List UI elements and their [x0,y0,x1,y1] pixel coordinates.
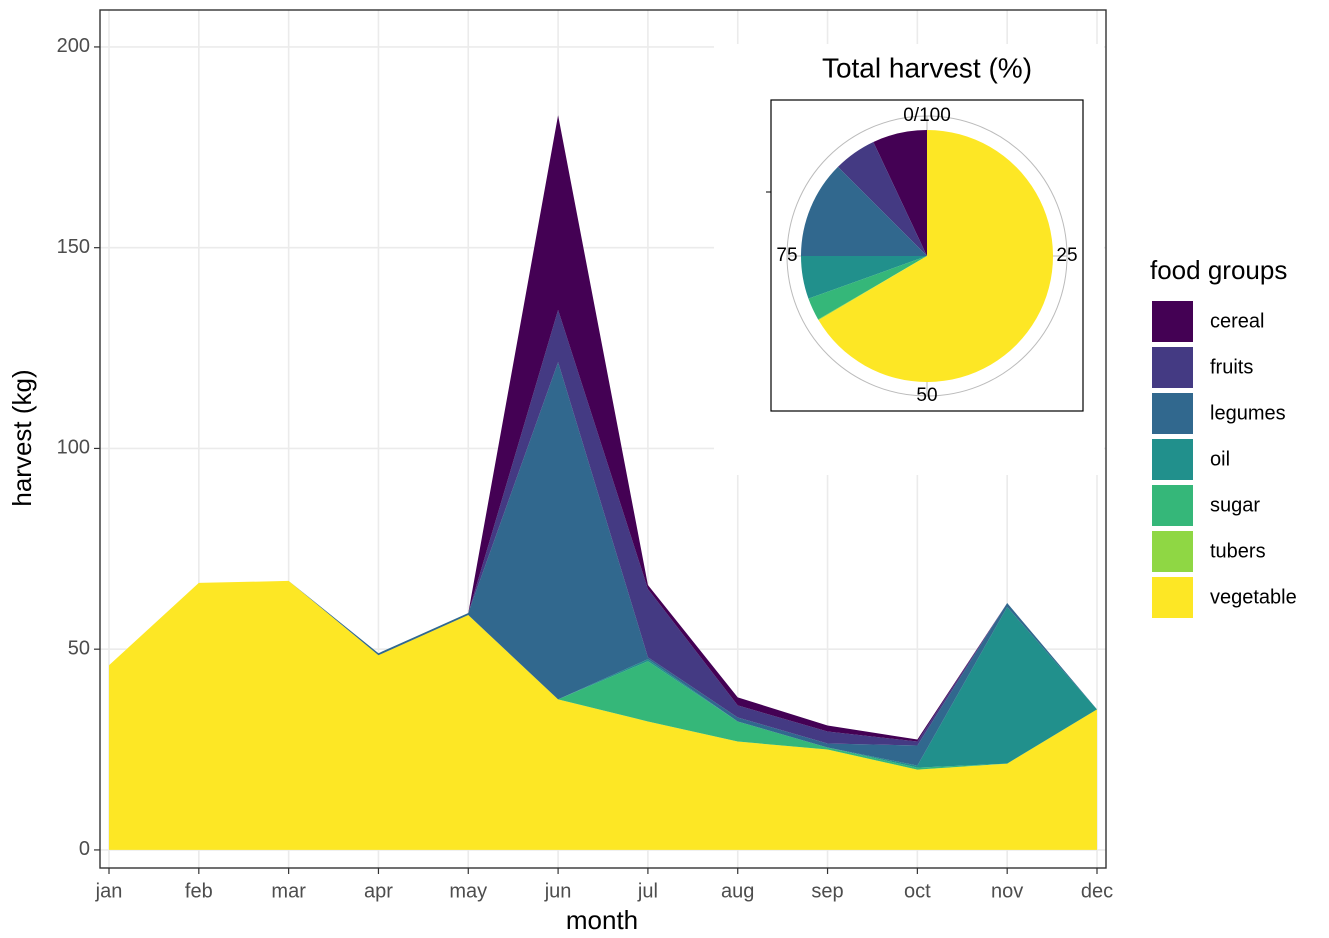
x-tick-label: sep [811,880,843,902]
pie-slice [818,256,927,321]
legend-label: legumes [1210,402,1286,424]
legend-label: oil [1210,448,1230,470]
theta-tick-label: 75 [776,245,797,266]
y-tick-label: 50 [68,637,90,659]
y-axis-title: harvest (kg) [7,369,37,506]
x-axis-title: month [566,905,638,935]
theta-tick-label: 50 [916,385,937,406]
x-tick-label: dec [1081,880,1113,902]
area [109,580,1097,850]
legend-label: cereal [1210,310,1264,332]
legend-label: tubers [1210,540,1266,562]
y-tick-label: 0 [79,838,90,860]
legend-title: food groups [1150,255,1287,285]
legend-key [1152,301,1193,342]
x-tick-label: feb [185,880,213,902]
legend-key [1152,393,1193,434]
legend-key [1152,485,1193,526]
x-tick-label: jun [544,880,572,902]
x-tick-label: jan [95,880,123,902]
legend-key [1152,577,1193,618]
x-tick-label: apr [364,880,393,902]
y-tick-label: 100 [57,437,90,459]
legend-label: fruits [1210,356,1253,378]
legend-key [1152,439,1193,480]
legend-key [1152,531,1193,572]
x-tick-label: aug [721,880,754,902]
x-tick-label: may [449,880,487,902]
x-tick-label: jul [637,880,658,902]
pie-slice [801,256,927,299]
x-tick-label: mar [271,880,306,902]
area [109,362,1097,766]
theta-tick-label: 0/100 [903,105,951,126]
pie-slice [837,141,927,256]
theta-tick-label: 25 [1056,245,1077,266]
y-tick-label: 150 [57,236,90,258]
pie-slice [818,130,1054,382]
legend-key [1152,347,1193,388]
y-tick-label: 200 [57,35,90,57]
area [109,115,1097,742]
pie-slice [808,256,927,320]
pie-slice [873,130,927,256]
x-tick-label: oct [904,880,931,902]
area [109,580,1097,768]
pie-slice [801,166,927,256]
legend-label: sugar [1210,494,1260,516]
plot-border [99,9,1107,869]
x-tick-label: nov [991,880,1023,902]
legend-label: vegetable [1210,586,1297,608]
inset-title: Total harvest (%) [822,52,1032,83]
